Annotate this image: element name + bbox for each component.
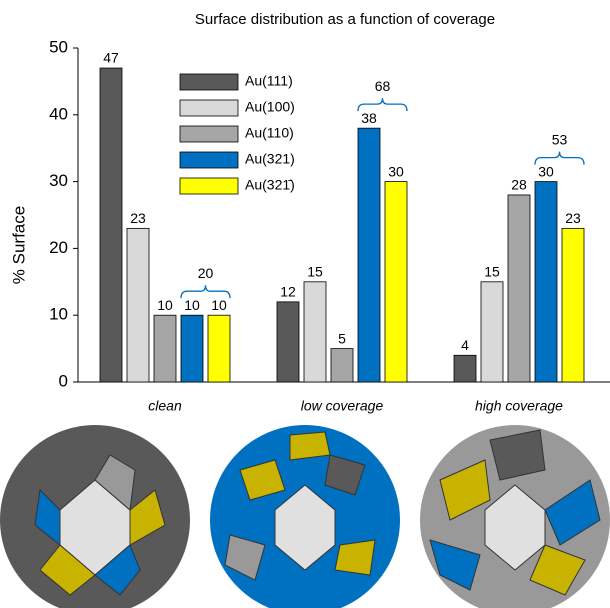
polyhedron-image	[0, 425, 190, 608]
data-label: 10	[211, 297, 227, 313]
data-label: 23	[130, 210, 146, 226]
legend-swatch	[180, 100, 238, 116]
chart-title: Surface distribution as a function of co…	[195, 11, 495, 28]
bar	[562, 228, 584, 382]
data-label: 38	[361, 110, 377, 126]
y-tick-label: 20	[49, 238, 68, 257]
group-total-label: 53	[552, 131, 568, 147]
bar	[127, 228, 149, 382]
y-tick-label: 10	[49, 305, 68, 324]
data-label: 15	[307, 264, 323, 280]
legend-label: Au(111)	[245, 73, 293, 89]
x-tick-label: clean	[148, 398, 182, 414]
y-axis-label: % Surface	[9, 206, 28, 284]
legend-swatch	[180, 74, 238, 90]
bar	[181, 315, 203, 382]
legend-label: Au(321)	[245, 151, 295, 167]
data-label: 28	[511, 177, 527, 193]
bar	[481, 282, 503, 382]
bar	[154, 315, 176, 382]
legend-label: Au(321̄)	[245, 177, 295, 193]
bar	[358, 128, 380, 382]
data-label: 4	[461, 337, 469, 353]
data-label: 5	[338, 330, 346, 346]
data-label: 47	[103, 50, 119, 66]
polyhedron-images	[0, 425, 610, 608]
y-tick-label: 30	[49, 171, 68, 190]
data-label: 23	[565, 210, 581, 226]
y-tick-label: 0	[59, 371, 68, 390]
data-label: 12	[280, 284, 296, 300]
data-label: 10	[157, 297, 173, 313]
x-tick-label: low coverage	[301, 398, 384, 414]
group-total-label: 68	[375, 78, 391, 94]
polyhedron-image	[420, 425, 610, 608]
data-label: 15	[484, 264, 500, 280]
bar	[535, 182, 557, 382]
bar	[331, 349, 353, 382]
polyhedron-image	[210, 425, 400, 608]
bar	[304, 282, 326, 382]
bar	[100, 68, 122, 382]
legend-swatch	[180, 126, 238, 142]
bar	[385, 182, 407, 382]
legend-swatch	[180, 178, 238, 194]
legend-label: Au(100)	[245, 99, 295, 115]
x-tick-label: high coverage	[475, 398, 563, 414]
data-label: 30	[388, 163, 404, 179]
data-label: 30	[538, 163, 554, 179]
y-tick-label: 50	[49, 37, 68, 56]
group-total-label: 20	[198, 265, 214, 281]
legend-swatch	[180, 152, 238, 168]
legend-label: Au(110)	[245, 125, 294, 141]
chart: Surface distribution as a function of co…	[0, 0, 610, 608]
y-tick-label: 40	[49, 104, 68, 123]
bar	[277, 302, 299, 382]
data-label: 10	[184, 297, 200, 313]
bar	[454, 355, 476, 382]
bar	[208, 315, 230, 382]
bar	[508, 195, 530, 382]
